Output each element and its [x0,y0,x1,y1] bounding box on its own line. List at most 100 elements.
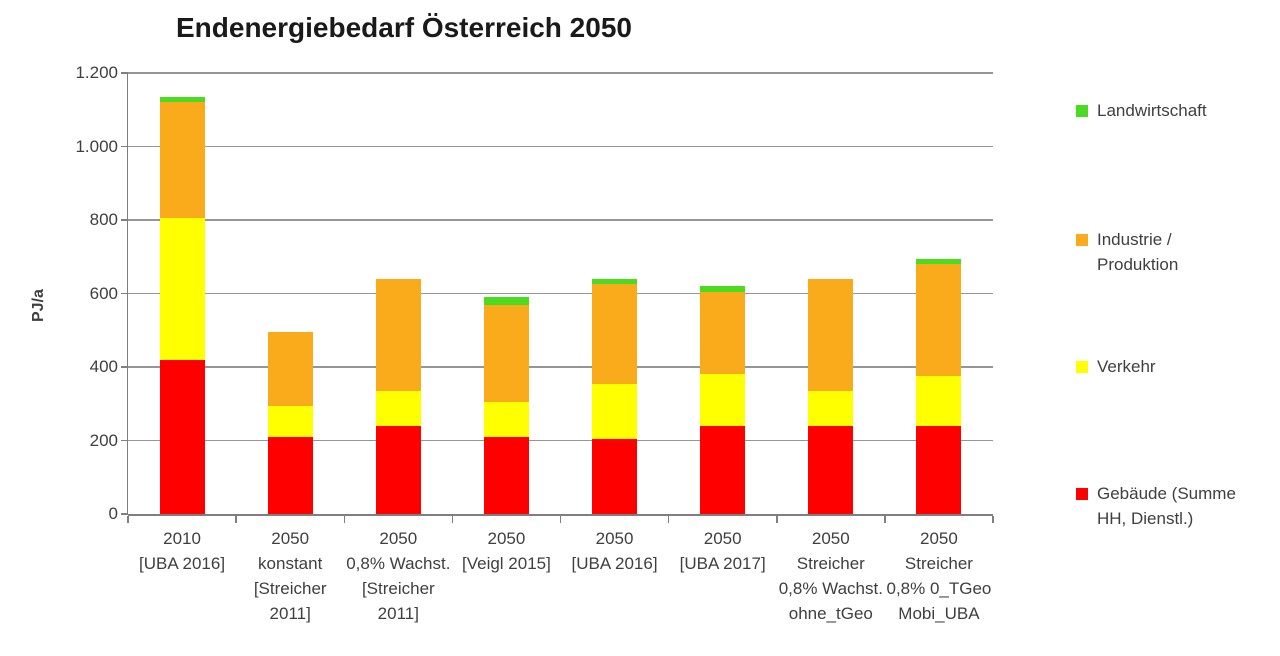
bar-segment-landwirtschaft-cat5 [592,278,638,285]
x-category-label-line: [UBA 2016] [139,554,226,573]
legend-label: Landwirtschaft [1097,98,1207,123]
bar-segment-geb-ude-summe-hh-dienstl--cat6 [700,425,746,514]
y-tick-label: 0 [108,504,118,523]
bar-segment-landwirtschaft-cat1 [159,96,205,103]
x-category-label-8: 2050 Streicher 0,8% 0_TGeo Mobi_UBA [865,526,1013,626]
legend-label-line: Produktion [1097,255,1179,274]
x-category-label-6: 2050 [UBA 2017] [649,526,797,576]
bar-segment-verkehr-cat6 [700,374,746,426]
x-axis-tick [992,515,994,523]
x-category-label-line: 0,8% 0_TGeo [886,579,992,598]
x-category-label-4: 2050 [Veigl 2015] [432,526,580,576]
x-category-label-line: [UBA 2017] [679,554,766,573]
y-axis-tick [121,366,128,368]
x-category-label-line: Streicher [904,554,973,573]
bar-segment-industrie-produktion-cat2 [267,332,313,406]
x-category-label-line: [UBA 2016] [571,554,658,573]
x-category-label-line: 2050 [487,529,526,548]
x-axis-tick [667,515,670,523]
y-axis-tick [121,145,128,148]
gridline-1200 [128,72,993,74]
x-category-label-line: 2010 [163,529,201,548]
x-category-label-line: 2050 [920,529,958,548]
y-axis-tick [121,439,128,442]
legend-swatch-icon [1076,488,1088,500]
bar-segment-industrie-produktion-cat6 [700,291,746,375]
x-category-label-2: 2050 konstant [Streicher 2011] [216,526,364,626]
x-category-label-line: konstant [258,554,323,573]
gridline-400 [128,366,993,368]
bar-segment-landwirtschaft-cat4 [483,297,529,305]
x-category-label-5: 2050 [UBA 2016] [541,526,689,576]
y-tick-label: 600 [89,283,118,303]
legend-swatch-icon [1076,105,1088,117]
y-tick-label: 800 [89,210,118,229]
bar-segment-geb-ude-summe-hh-dienstl--cat8 [916,425,962,514]
x-category-label-line: 2050 [811,529,850,548]
bar-segment-verkehr-cat1 [159,218,205,360]
bar-segment-verkehr-cat2 [267,405,313,437]
x-category-label-line: [Streicher [253,579,327,598]
x-category-label-3: 2050 0,8% Wachst. [Streicher 2011] [324,526,472,626]
legend-label-line: Gebäude (Summe [1097,484,1236,503]
x-axis-line [128,513,993,516]
bar-segment-geb-ude-summe-hh-dienstl--cat2 [267,436,313,514]
gridline-200 [128,439,993,442]
x-axis-tick [343,515,345,523]
chart-title: Endenergiebedarf Österreich 2050 [176,12,632,43]
gridline-1000 [128,145,993,148]
legend-swatch-icon [1076,361,1088,373]
x-axis-tick [235,515,237,523]
x-category-label-line: 0,8% Wachst. [778,579,883,598]
legend-item-industrie-produktion: Industrie / Produktion [1076,227,1178,277]
x-category-label-line: [Veigl 2015] [462,554,551,573]
bar-segment-verkehr-cat7 [808,390,854,426]
gridline-800 [128,219,993,221]
y-tick-label: 200 [89,430,118,450]
y-tick-label: 1.000 [75,136,118,156]
y-tick-label: 400 [89,357,118,376]
legend-label-line: Landwirtschaft [1097,101,1207,120]
y-axis-tick [121,513,128,515]
bar-segment-landwirtschaft-cat6 [700,286,746,292]
bar-segment-geb-ude-summe-hh-dienstl--cat4 [483,436,529,514]
bar-segment-industrie-produktion-cat7 [808,278,854,391]
x-category-label-line: 2050 [379,529,418,548]
x-category-label-1: 2010 [UBA 2016] [108,526,256,576]
bar-segment-geb-ude-summe-hh-dienstl--cat1 [159,359,205,514]
x-axis-tick [127,515,129,523]
bar-segment-verkehr-cat5 [592,383,638,439]
x-category-label-line: 0,8% Wachst. [346,554,451,573]
bar-segment-verkehr-cat3 [375,390,421,426]
bar-segment-industrie-produktion-cat5 [592,284,638,384]
x-axis-tick [559,515,562,523]
bar-segment-verkehr-cat4 [483,401,529,437]
legend-swatch-icon [1076,234,1088,246]
bar-segment-geb-ude-summe-hh-dienstl--cat3 [375,425,421,514]
legend-label-line: HH, Dienstl.) [1097,509,1194,528]
x-axis-tick [776,515,778,523]
y-axis-tick [121,292,128,295]
legend-label: Gebäude (Summe HH, Dienstl.) [1097,481,1236,531]
x-category-label-line: 2050 [703,529,742,548]
bar-segment-geb-ude-summe-hh-dienstl--cat5 [592,438,638,514]
bar-segment-landwirtschaft-cat8 [916,258,962,265]
legend-item-landwirtschaft: Landwirtschaft [1076,98,1207,123]
legend-item-verkehr: Verkehr [1076,354,1156,379]
y-axis-title: PJ/a [30,289,47,322]
x-category-label-line: 2050 [271,529,310,548]
x-category-label-line: Streicher [796,554,865,573]
x-category-label-line: 2050 [595,529,634,548]
legend-label: Industrie / Produktion [1097,227,1178,277]
y-axis-line [126,73,128,514]
bar-segment-industrie-produktion-cat1 [159,102,205,219]
legend-label-line: Verkehr [1097,357,1156,376]
x-category-label-line: Mobi_UBA [898,604,980,623]
x-category-label-line: ohne_tGeo [788,604,873,623]
bar-segment-verkehr-cat8 [916,376,962,426]
bar-segment-industrie-produktion-cat8 [916,264,962,377]
x-category-label-line: [Streicher [361,579,435,598]
x-category-label-7: 2050 Streicher 0,8% Wachst. ohne_tGeo [757,526,905,626]
legend-item-geb-ude-summe-hh-dienstl-: Gebäude (Summe HH, Dienstl.) [1076,481,1236,531]
